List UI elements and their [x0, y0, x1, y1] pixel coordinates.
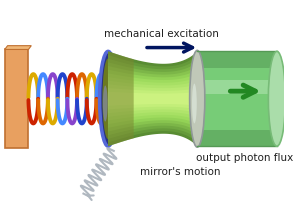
Polygon shape: [108, 88, 197, 110]
Bar: [5, 49, 28, 148]
Ellipse shape: [190, 50, 205, 147]
Polygon shape: [108, 51, 134, 146]
Ellipse shape: [103, 85, 108, 122]
Ellipse shape: [192, 84, 197, 123]
Ellipse shape: [102, 59, 114, 139]
Polygon shape: [108, 84, 197, 113]
Bar: [197, 51, 277, 68]
Text: mirror's motion: mirror's motion: [140, 167, 221, 177]
Polygon shape: [108, 66, 197, 132]
Polygon shape: [108, 73, 197, 124]
Bar: [197, 130, 277, 146]
Text: output photon flux: output photon flux: [196, 153, 293, 163]
Polygon shape: [108, 62, 197, 135]
Ellipse shape: [268, 51, 285, 146]
Polygon shape: [108, 81, 197, 117]
Polygon shape: [108, 92, 197, 106]
Bar: [197, 80, 277, 94]
Polygon shape: [108, 51, 197, 146]
Text: mechanical excitation: mechanical excitation: [104, 29, 219, 39]
Bar: [197, 51, 277, 146]
Ellipse shape: [100, 51, 117, 146]
Polygon shape: [108, 59, 197, 139]
Polygon shape: [108, 70, 197, 128]
Polygon shape: [5, 46, 31, 49]
Polygon shape: [108, 77, 197, 121]
Polygon shape: [108, 55, 197, 143]
